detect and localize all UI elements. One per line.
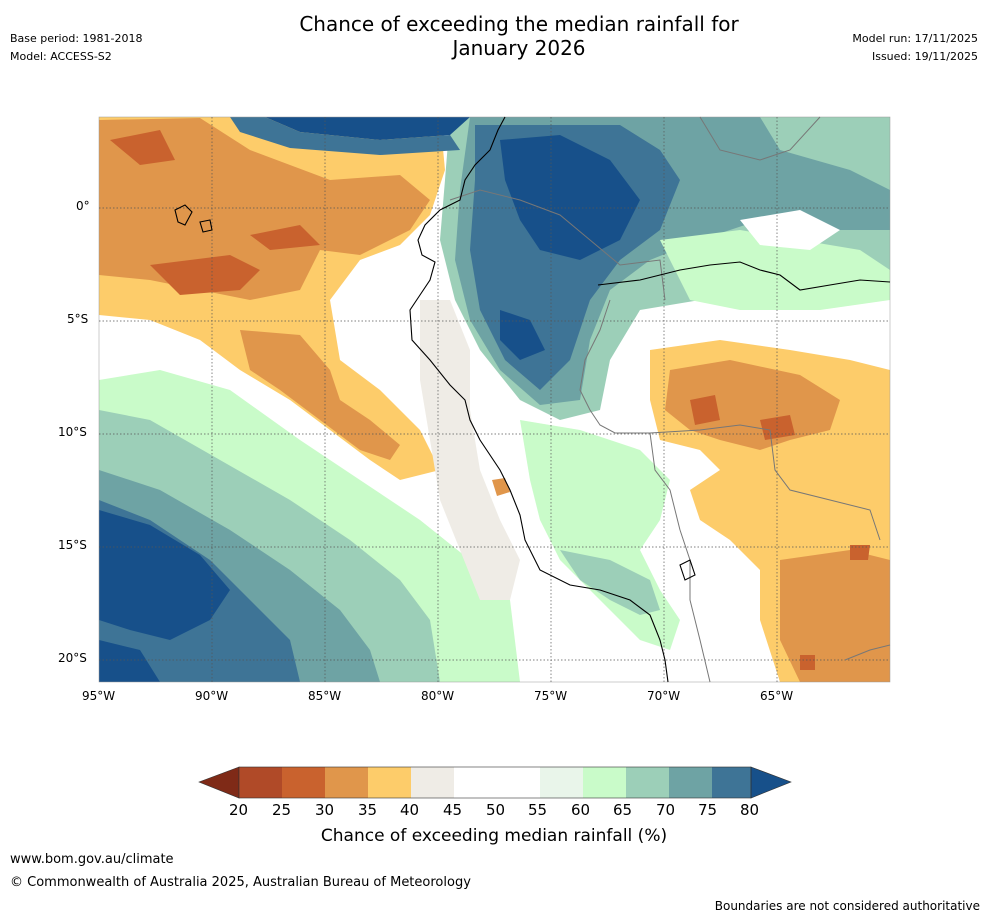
meta-left: Base period: 1981-2018 Model: ACCESS-S2 xyxy=(10,32,142,68)
dry-spot-coast xyxy=(492,478,510,496)
lon-label-70w: 70°W xyxy=(647,689,681,703)
colorbar-cell-7 xyxy=(497,767,540,798)
lon-label-65w: 65°W xyxy=(760,689,794,703)
boundary-peru-brazil-bolivia xyxy=(579,299,681,531)
neutral-region-coast xyxy=(420,300,520,600)
colorbar-tick-20: 20 xyxy=(229,801,249,819)
neutral-region-northeast xyxy=(740,210,840,250)
website-link[interactable]: www.bom.gov.au/climate xyxy=(10,852,174,867)
issued-text: Issued: 19/11/2025 xyxy=(871,50,978,63)
colorbar-tick-50: 50 xyxy=(486,801,506,819)
colorbar-cell-5 xyxy=(411,767,454,798)
colorbar-cell-3 xyxy=(325,767,368,798)
colorbar xyxy=(198,766,792,799)
dry-region-pacific-deep xyxy=(110,130,320,295)
colorbar-cell-9 xyxy=(583,767,626,798)
coastline-galapagos xyxy=(174,204,213,233)
lon-label-95w: 95°W xyxy=(82,689,116,703)
wet-region-andes xyxy=(560,550,660,615)
colorbar-cell-10 xyxy=(626,767,669,798)
dry-region-east-core xyxy=(665,360,890,682)
colorbar-cell-12 xyxy=(712,767,751,798)
coastline-lake-titicaca xyxy=(679,559,696,581)
colorbar-tick-70: 70 xyxy=(656,801,676,819)
dry-region-pacific-core xyxy=(99,118,430,300)
model-text: Model: ACCESS-S2 xyxy=(10,50,112,63)
coastlines xyxy=(174,116,891,683)
lat-label-5s: 5°S xyxy=(67,312,89,326)
lon-label-85w: 85°W xyxy=(308,689,342,703)
colorbar-tick-60: 60 xyxy=(571,801,591,819)
wet-region-northern-ocean xyxy=(265,117,470,140)
disclaimer-text: Boundaries are not considered authoritat… xyxy=(714,899,980,913)
model-run-text: Model run: 17/11/2025 xyxy=(852,32,978,45)
colorbar-cell-4 xyxy=(368,767,411,798)
map-frame xyxy=(98,116,891,683)
boundary-bolivia-brazil xyxy=(649,424,881,541)
lon-label-80w: 80°W xyxy=(421,689,455,703)
colorbar-tick-25: 25 xyxy=(272,801,292,819)
colorbar-tick-55: 55 xyxy=(528,801,548,819)
dry-band-pacific xyxy=(240,330,400,460)
colorbar-cell-13 xyxy=(750,766,792,799)
lon-label-75w: 75°W xyxy=(534,689,568,703)
graticule xyxy=(99,117,890,682)
boundary-venezuela xyxy=(699,116,821,161)
lon-label-90w: 90°W xyxy=(195,689,229,703)
coastline-pacific-south-america xyxy=(409,116,669,683)
colorbar-cell-1 xyxy=(239,767,282,798)
lat-label-10s: 10°S xyxy=(58,425,87,439)
colorbar-cell-8 xyxy=(540,767,583,798)
wet-region-pacific-core xyxy=(99,510,230,682)
colorbar-tick-65: 65 xyxy=(613,801,633,819)
colorbar-cell-11 xyxy=(669,767,712,798)
wet-region-northern-ocean-edge xyxy=(230,117,460,155)
meta-right: Model run: 17/11/2025 Issued: 19/11/2025 xyxy=(852,32,978,68)
colorbar-tick-35: 35 xyxy=(358,801,378,819)
moist-region-northeast xyxy=(660,230,890,310)
base-period-text: Base period: 1981-2018 xyxy=(10,32,143,45)
wet-region-amazon-core xyxy=(500,135,640,360)
colorbar-cell-2 xyxy=(282,767,325,798)
title-line-1: Chance of exceeding the median rainfall … xyxy=(299,12,739,36)
colorbar-tick-75: 75 xyxy=(698,801,718,819)
coastline-amazon-river xyxy=(597,261,891,291)
lat-label-0: 0° xyxy=(76,199,90,213)
probability-field xyxy=(99,117,890,682)
copyright-text: © Commonwealth of Australia 2025, Austra… xyxy=(10,875,471,890)
colorbar-tick-80: 80 xyxy=(740,801,760,819)
colorbar-tick-40: 40 xyxy=(400,801,420,819)
boundary-bolivia-chile xyxy=(679,529,711,683)
boundary-colombia-ecuador-peru xyxy=(449,189,666,301)
colorbar-cell-0 xyxy=(198,766,240,799)
title-line-2: January 2026 xyxy=(452,36,586,60)
chart-title: Chance of exceeding the median rainfall … xyxy=(194,12,844,60)
colorbar-cell-6 xyxy=(454,767,497,798)
country-boundaries xyxy=(449,116,891,683)
boundary-paraguay xyxy=(844,644,891,661)
colorbar-tick-45: 45 xyxy=(443,801,463,819)
colorbar-title: Chance of exceeding median rainfall (%) xyxy=(320,826,668,846)
colorbar-tick-30: 30 xyxy=(315,801,335,819)
lat-label-20s: 20°S xyxy=(58,651,87,665)
colorbar-frame xyxy=(238,766,752,799)
lat-label-15s: 15°S xyxy=(58,538,87,552)
